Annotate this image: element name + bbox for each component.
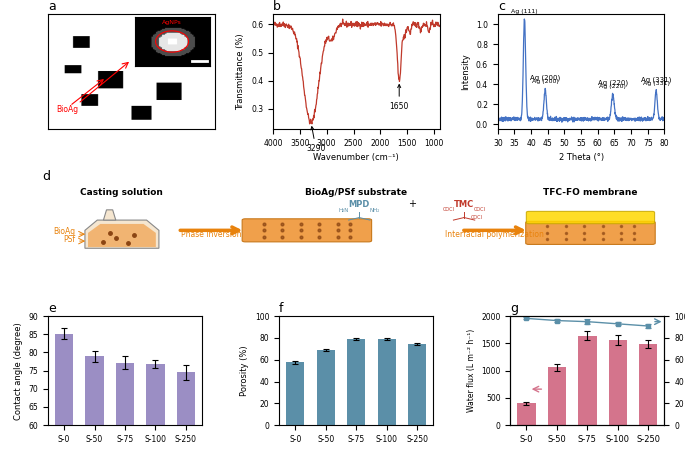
Polygon shape	[88, 224, 155, 247]
Bar	[377, 339, 396, 425]
Bar	[639, 344, 658, 425]
Text: f: f	[279, 302, 284, 315]
Text: Ag (200): Ag (200)	[532, 79, 558, 84]
Bar	[408, 344, 426, 425]
Bar	[609, 340, 627, 425]
Text: Phase inversion: Phase inversion	[181, 230, 242, 239]
Bar	[286, 363, 304, 425]
Text: BioAg: BioAg	[56, 105, 78, 114]
Bar	[517, 403, 536, 425]
Bar	[86, 356, 103, 462]
Y-axis label: Transmittance (%): Transmittance (%)	[236, 33, 245, 110]
Text: TFC-FO membrane: TFC-FO membrane	[543, 188, 638, 197]
FancyBboxPatch shape	[526, 212, 655, 224]
Text: b: b	[273, 0, 281, 12]
Y-axis label: Intensity: Intensity	[462, 53, 471, 90]
Text: Ag (331): Ag (331)	[641, 77, 671, 83]
Text: a: a	[48, 0, 55, 12]
X-axis label: 2 Theta (°): 2 Theta (°)	[558, 153, 603, 162]
Text: Ag (111): Ag (111)	[511, 9, 538, 14]
Text: e: e	[48, 302, 55, 315]
Text: NH₂: NH₂	[369, 208, 380, 213]
Bar	[147, 364, 164, 462]
Text: MPD: MPD	[349, 201, 370, 209]
Text: d: d	[42, 170, 50, 183]
Y-axis label: Porosity (%): Porosity (%)	[240, 345, 249, 396]
Bar	[548, 367, 566, 425]
Bar	[177, 372, 195, 462]
Text: Ag (200): Ag (200)	[530, 75, 560, 81]
Bar	[578, 336, 597, 425]
Text: BioAg/PSf substrate: BioAg/PSf substrate	[305, 188, 408, 197]
Text: COCl: COCl	[471, 215, 482, 220]
Text: PSf: PSf	[64, 235, 75, 244]
Text: +: +	[408, 199, 416, 209]
Text: COCl: COCl	[473, 207, 486, 212]
Text: c: c	[498, 0, 505, 12]
Text: Ag (220): Ag (220)	[598, 79, 628, 86]
Text: COCl: COCl	[443, 207, 455, 212]
Text: Ag (220): Ag (220)	[599, 84, 626, 89]
Text: Casting solution: Casting solution	[81, 188, 163, 197]
Y-axis label: Contact angle (degree): Contact angle (degree)	[14, 322, 23, 419]
Bar	[316, 350, 335, 425]
Y-axis label: Water flux (L m⁻² h⁻¹): Water flux (L m⁻² h⁻¹)	[466, 329, 475, 412]
X-axis label: Wavenumber (cm⁻¹): Wavenumber (cm⁻¹)	[313, 153, 399, 162]
Text: g: g	[510, 302, 519, 315]
FancyBboxPatch shape	[242, 219, 371, 242]
FancyBboxPatch shape	[525, 221, 655, 244]
Polygon shape	[103, 210, 116, 220]
Text: Ag (331): Ag (331)	[643, 81, 669, 86]
Bar	[347, 339, 365, 425]
Text: Interfacial polymerization: Interfacial polymerization	[445, 230, 545, 239]
Bar	[116, 363, 134, 462]
Polygon shape	[85, 220, 159, 248]
Bar	[55, 334, 73, 462]
Text: 1650: 1650	[390, 85, 409, 111]
Text: BioAg: BioAg	[53, 227, 75, 236]
Text: TMC: TMC	[454, 201, 474, 209]
Text: 3290: 3290	[306, 127, 325, 153]
Text: H₂N: H₂N	[338, 208, 349, 213]
